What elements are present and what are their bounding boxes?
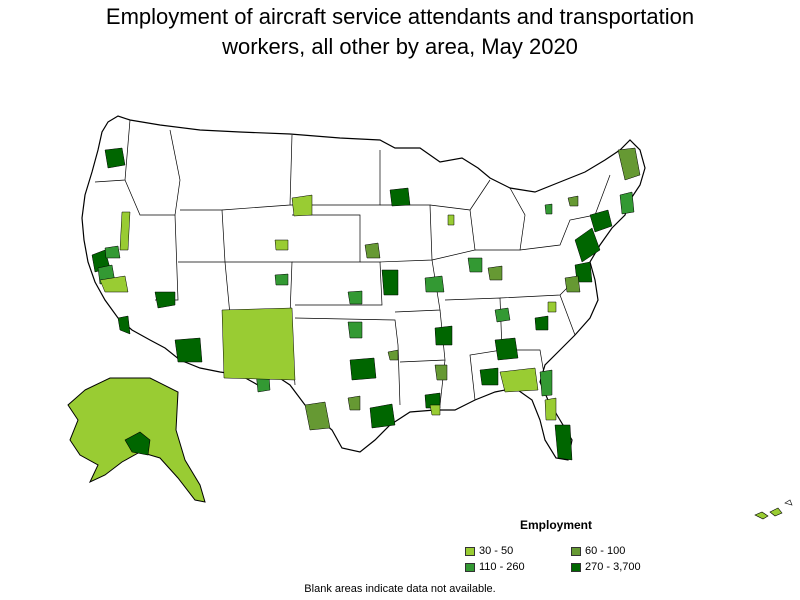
legend-label: 30 - 50 bbox=[479, 545, 514, 557]
hawaii-islands bbox=[754, 499, 793, 520]
footnote: Blank areas indicate data not available. bbox=[304, 583, 496, 595]
legend-label: 60 - 100 bbox=[585, 545, 626, 557]
legend-swatch bbox=[571, 562, 581, 572]
legend-swatch bbox=[465, 546, 475, 556]
legend-item-30-50: 30 - 50 bbox=[465, 545, 513, 557]
alaska-region-anchorage bbox=[124, 431, 151, 456]
legend-item-60-100: 60 - 100 bbox=[571, 545, 625, 557]
title-line-1: Employment of aircraft service attendant… bbox=[105, 4, 695, 29]
legend-title: Employment bbox=[520, 518, 593, 532]
legend-label: 110 - 260 bbox=[479, 561, 525, 573]
map-legend: Employment 30 - 50 60 - 100 110 - 260 27… bbox=[465, 518, 705, 580]
legend-label: 270 - 3,700 bbox=[585, 561, 641, 573]
map-title: Employment of aircraft service attendant… bbox=[0, 2, 800, 62]
legend-item-110-260: 110 - 260 bbox=[465, 561, 525, 573]
legend-swatch bbox=[465, 562, 475, 572]
title-line-2: workers, all other by area, May 2020 bbox=[222, 34, 578, 59]
legend-item-270-3700: 270 - 3,700 bbox=[571, 561, 641, 573]
metro-areas bbox=[91, 147, 641, 461]
legend-swatch bbox=[571, 546, 581, 556]
